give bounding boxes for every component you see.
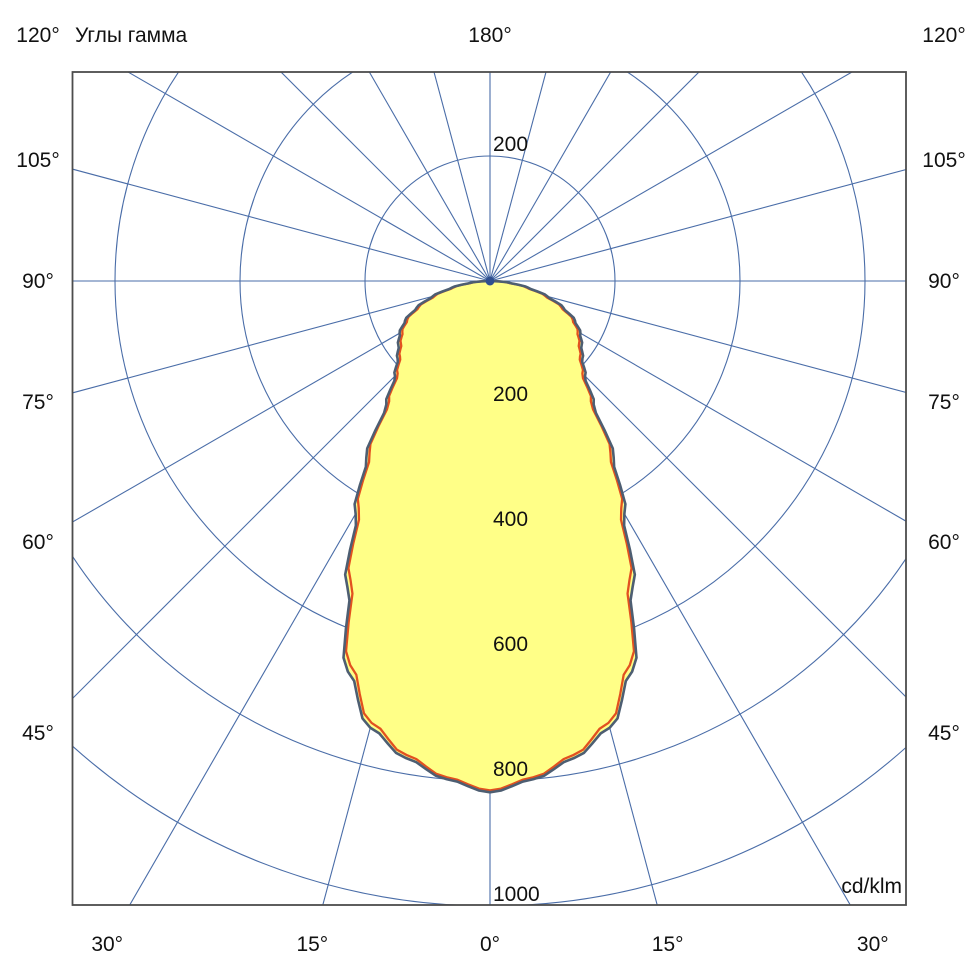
radial-tick-label: 800 xyxy=(493,758,528,781)
gamma-ray xyxy=(489,280,906,522)
radial-tick-label: 600 xyxy=(493,633,528,656)
gamma-label-bottom: 30° xyxy=(91,933,123,956)
gamma-label-bottom: 30° xyxy=(857,933,889,956)
radial-tick-label: 1000 xyxy=(493,883,540,906)
gamma-ray xyxy=(489,168,906,282)
gamma-ray xyxy=(72,168,491,282)
gamma-ray xyxy=(489,280,906,698)
gamma-ray xyxy=(72,280,491,700)
radial-tick-label: 400 xyxy=(493,508,528,531)
gamma-ray xyxy=(72,280,491,394)
corner-gamma-label-left: 120° xyxy=(16,24,59,47)
corner-gamma-label-right: 120° xyxy=(922,24,965,47)
plot-frame xyxy=(71,71,907,906)
gamma-ray xyxy=(433,72,491,282)
gamma-label-left: 75° xyxy=(22,391,54,414)
gamma-ray xyxy=(489,72,612,282)
gamma-label-right: 105° xyxy=(922,149,965,172)
gamma-label-right: 45° xyxy=(928,722,960,745)
beam-curve-c0-c180 xyxy=(344,279,636,792)
gamma-ray xyxy=(280,72,491,282)
beam-fill xyxy=(343,281,637,793)
gamma-ray xyxy=(489,72,547,282)
gamma-ray xyxy=(368,72,491,282)
gamma-label-left: 45° xyxy=(22,722,54,745)
gamma-label-bottom: 0° xyxy=(480,933,500,956)
radial-tick-label-upper: 200 xyxy=(493,133,528,156)
center-point xyxy=(485,276,495,286)
gamma-label-right: 75° xyxy=(928,391,960,414)
gamma-ray xyxy=(489,72,700,282)
gamma-ray xyxy=(489,280,906,394)
gamma-label-right: 60° xyxy=(928,531,960,554)
radial-tick-labels: 200 200 400 600 800 1000 xyxy=(493,133,540,906)
gamma-label-left: 105° xyxy=(16,149,59,172)
chart-title: Углы гамма xyxy=(75,24,188,47)
gamma-ray xyxy=(489,72,854,282)
gamma-label-bottom: 15° xyxy=(296,933,328,956)
gamma-label-right: 90° xyxy=(928,270,960,293)
gamma-ray xyxy=(72,280,491,523)
gamma-label-left: 60° xyxy=(22,531,54,554)
unit-label: cd/klm xyxy=(841,875,902,898)
gamma-label-bottom: 15° xyxy=(652,933,684,956)
zenith-label: 180° xyxy=(468,24,511,47)
radial-tick-label: 200 xyxy=(493,383,528,406)
gamma-label-left: 90° xyxy=(22,270,54,293)
beam-curve-c90-c270 xyxy=(342,279,638,794)
beam-layer xyxy=(342,279,638,794)
gamma-ray xyxy=(126,72,491,282)
